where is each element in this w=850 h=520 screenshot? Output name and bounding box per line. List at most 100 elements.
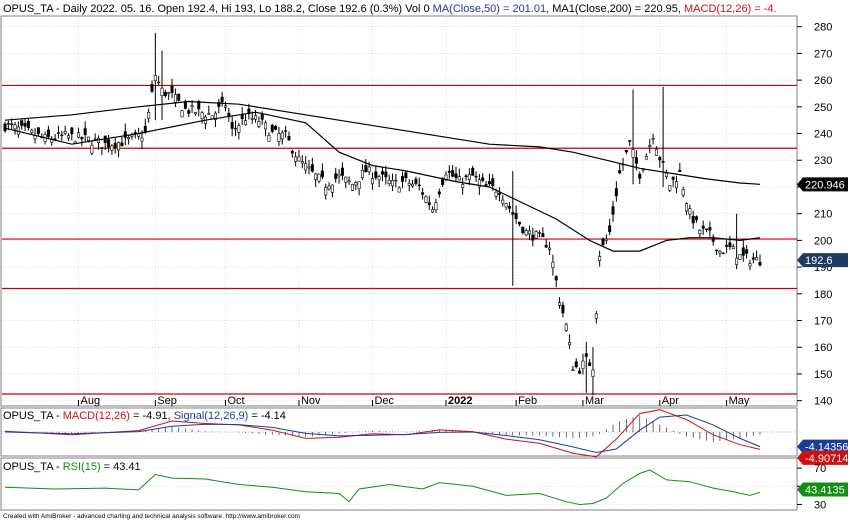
candle-body bbox=[340, 167, 344, 176]
ma200-value-tag-bg bbox=[797, 177, 848, 192]
candle-body bbox=[431, 209, 435, 213]
candle-body bbox=[735, 257, 739, 265]
candle-body bbox=[715, 249, 719, 252]
macd-panel-title: OPUS_TA - MACD(12,26) = -4.91, Signal(12… bbox=[3, 410, 286, 422]
candle-body bbox=[270, 124, 274, 132]
candle-body bbox=[143, 125, 147, 133]
price-tick-label: 250 bbox=[814, 102, 832, 114]
candle-body bbox=[467, 174, 471, 180]
month-label: Dec bbox=[374, 395, 394, 407]
macd-title-end: = -4.14 bbox=[248, 410, 286, 422]
header-ma50: MA(Close,50) = 201.01, bbox=[433, 3, 549, 15]
rsi-value-tag-text: 43.4135 bbox=[805, 485, 845, 497]
price-tick-label: 170 bbox=[814, 316, 832, 328]
candle-body bbox=[698, 229, 702, 235]
candle-body bbox=[558, 302, 562, 306]
last-close-tag: 192.6 bbox=[797, 253, 848, 268]
candle-body bbox=[377, 176, 381, 181]
candle-body bbox=[658, 157, 662, 161]
candle-body bbox=[411, 183, 415, 187]
candle-body bbox=[117, 142, 121, 151]
candle-body bbox=[447, 170, 451, 173]
horizontal-levels bbox=[2, 84, 797, 395]
candle-body bbox=[631, 149, 635, 158]
candle-body bbox=[731, 246, 735, 250]
candle-body bbox=[681, 189, 685, 196]
price-tick-label: 270 bbox=[814, 48, 832, 60]
candle-body bbox=[90, 144, 94, 154]
candle-body bbox=[494, 191, 498, 197]
candle-body bbox=[347, 180, 351, 183]
candle-body bbox=[16, 126, 20, 135]
candle-body bbox=[177, 93, 181, 101]
month-label: Aug bbox=[80, 395, 100, 407]
candle-body bbox=[83, 128, 87, 136]
candle-body bbox=[511, 212, 515, 215]
candle-body bbox=[728, 242, 732, 247]
rsi-title-rsi: RSI(15) bbox=[63, 461, 101, 473]
candle-body bbox=[477, 179, 481, 188]
signal-value-tag-bg bbox=[797, 450, 848, 465]
candle-body bbox=[497, 193, 501, 195]
candle-body bbox=[284, 130, 288, 132]
candle-body bbox=[197, 100, 201, 110]
rsi-panel-frame bbox=[0, 457, 798, 511]
macd-title-mid: = -4.91, bbox=[130, 410, 174, 422]
candle-body bbox=[534, 231, 538, 239]
candle-body bbox=[404, 172, 408, 179]
candle-body bbox=[120, 142, 124, 147]
month-label: Oct bbox=[227, 395, 244, 407]
candle-body bbox=[578, 370, 582, 374]
candle-body bbox=[484, 184, 488, 186]
signal-line bbox=[4, 414, 761, 454]
candle-body bbox=[678, 170, 682, 172]
candle-body bbox=[758, 262, 762, 266]
candle-body bbox=[157, 81, 161, 84]
candle-body bbox=[220, 96, 224, 103]
candle-body bbox=[140, 137, 144, 142]
candle-body bbox=[421, 192, 425, 195]
candle-body bbox=[755, 257, 759, 261]
price-tick-label: 210 bbox=[814, 209, 832, 221]
rsi-line bbox=[4, 469, 761, 506]
candle-body bbox=[561, 304, 565, 314]
candle-body bbox=[274, 125, 278, 130]
candle-body bbox=[6, 123, 10, 125]
rsi-tick-label: 70 bbox=[814, 463, 826, 475]
candle-body bbox=[648, 145, 652, 147]
candle-body bbox=[564, 323, 568, 331]
candle-body bbox=[741, 247, 745, 256]
candle-body bbox=[751, 257, 755, 260]
candle-body bbox=[210, 115, 214, 120]
price-tick-label: 230 bbox=[814, 155, 832, 167]
candle-body bbox=[457, 176, 461, 181]
month-label: Mar bbox=[585, 395, 604, 407]
candle-body bbox=[674, 181, 678, 189]
header-macd: MACD(12,26) = -4. bbox=[681, 3, 777, 15]
candle-body bbox=[250, 118, 254, 120]
candle-body bbox=[87, 136, 91, 141]
candle-body bbox=[56, 132, 60, 134]
candle-body bbox=[300, 161, 304, 164]
candle-body bbox=[517, 221, 521, 225]
last-close-tag-bg bbox=[797, 253, 848, 268]
candle-body bbox=[66, 135, 70, 139]
candle-body bbox=[718, 250, 722, 254]
candle-body bbox=[571, 369, 575, 371]
candle-body bbox=[133, 132, 137, 134]
candle-body bbox=[548, 247, 552, 250]
candle-body bbox=[110, 145, 114, 151]
candle-body bbox=[638, 173, 642, 179]
candle-body bbox=[671, 176, 675, 180]
chart-header: OPUS_TA - Daily 2022. 05. 16. Open 192.4… bbox=[3, 3, 777, 15]
candle-body bbox=[213, 112, 217, 120]
candle-body bbox=[628, 140, 632, 142]
candle-body bbox=[527, 230, 531, 235]
candle-body bbox=[691, 216, 695, 224]
candle-body bbox=[374, 171, 378, 178]
candle-body bbox=[173, 94, 177, 103]
month-label: Nov bbox=[301, 395, 321, 407]
candle-body bbox=[380, 171, 384, 175]
candle-body bbox=[464, 175, 468, 177]
